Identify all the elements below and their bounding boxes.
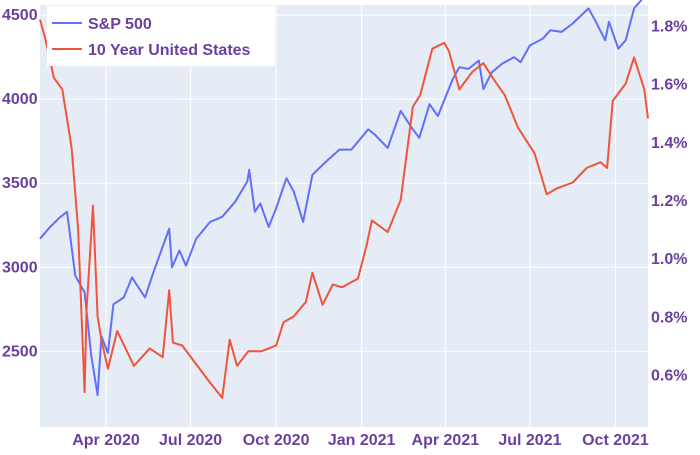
y-left-tick-label: 4000 (2, 91, 38, 108)
y-right-tick-label: 0.6% (651, 368, 687, 385)
y-right-tick-label: 1.0% (651, 251, 687, 268)
y-left-tick-label: 3500 (2, 175, 38, 192)
y-left-tick-label: 4500 (2, 7, 38, 24)
y-right-tick-label: 1.4% (651, 135, 687, 152)
y-right-tick-label: 1.2% (651, 193, 687, 210)
x-tick-label: Oct 2021 (582, 432, 649, 449)
legend-label-sp500[interactable]: S&P 500 (88, 16, 152, 33)
y-left-tick-label: 3000 (2, 259, 38, 276)
plot-area (40, 5, 648, 427)
x-tick-label: Jul 2021 (498, 432, 561, 449)
legend[interactable]: S&P 500 10 Year United States (47, 6, 275, 66)
sp500-line (39, 0, 643, 397)
treasury-yield-line (39, 19, 649, 399)
legend-box (47, 6, 275, 66)
y-right-tick-label: 1.8% (651, 18, 687, 35)
x-tick-label: Apr 2020 (72, 432, 140, 449)
x-tick-label: Jul 2020 (159, 432, 222, 449)
axes: Apr 2020 Jul 2020 Oct 2020 Jan 2021 Apr 2021… (2, 7, 687, 449)
y-left-tick-label: 2500 (2, 343, 38, 360)
y-right-tick-label: 1.6% (651, 77, 687, 94)
x-tick-label: Jan 2021 (328, 432, 396, 449)
x-tick-label: Apr 2021 (412, 432, 480, 449)
x-tick-label: Oct 2020 (243, 432, 310, 449)
y-right-tick-label: 0.8% (651, 309, 687, 326)
series-layer (39, 0, 649, 399)
legend-label-treasury[interactable]: 10 Year United States (88, 42, 251, 59)
